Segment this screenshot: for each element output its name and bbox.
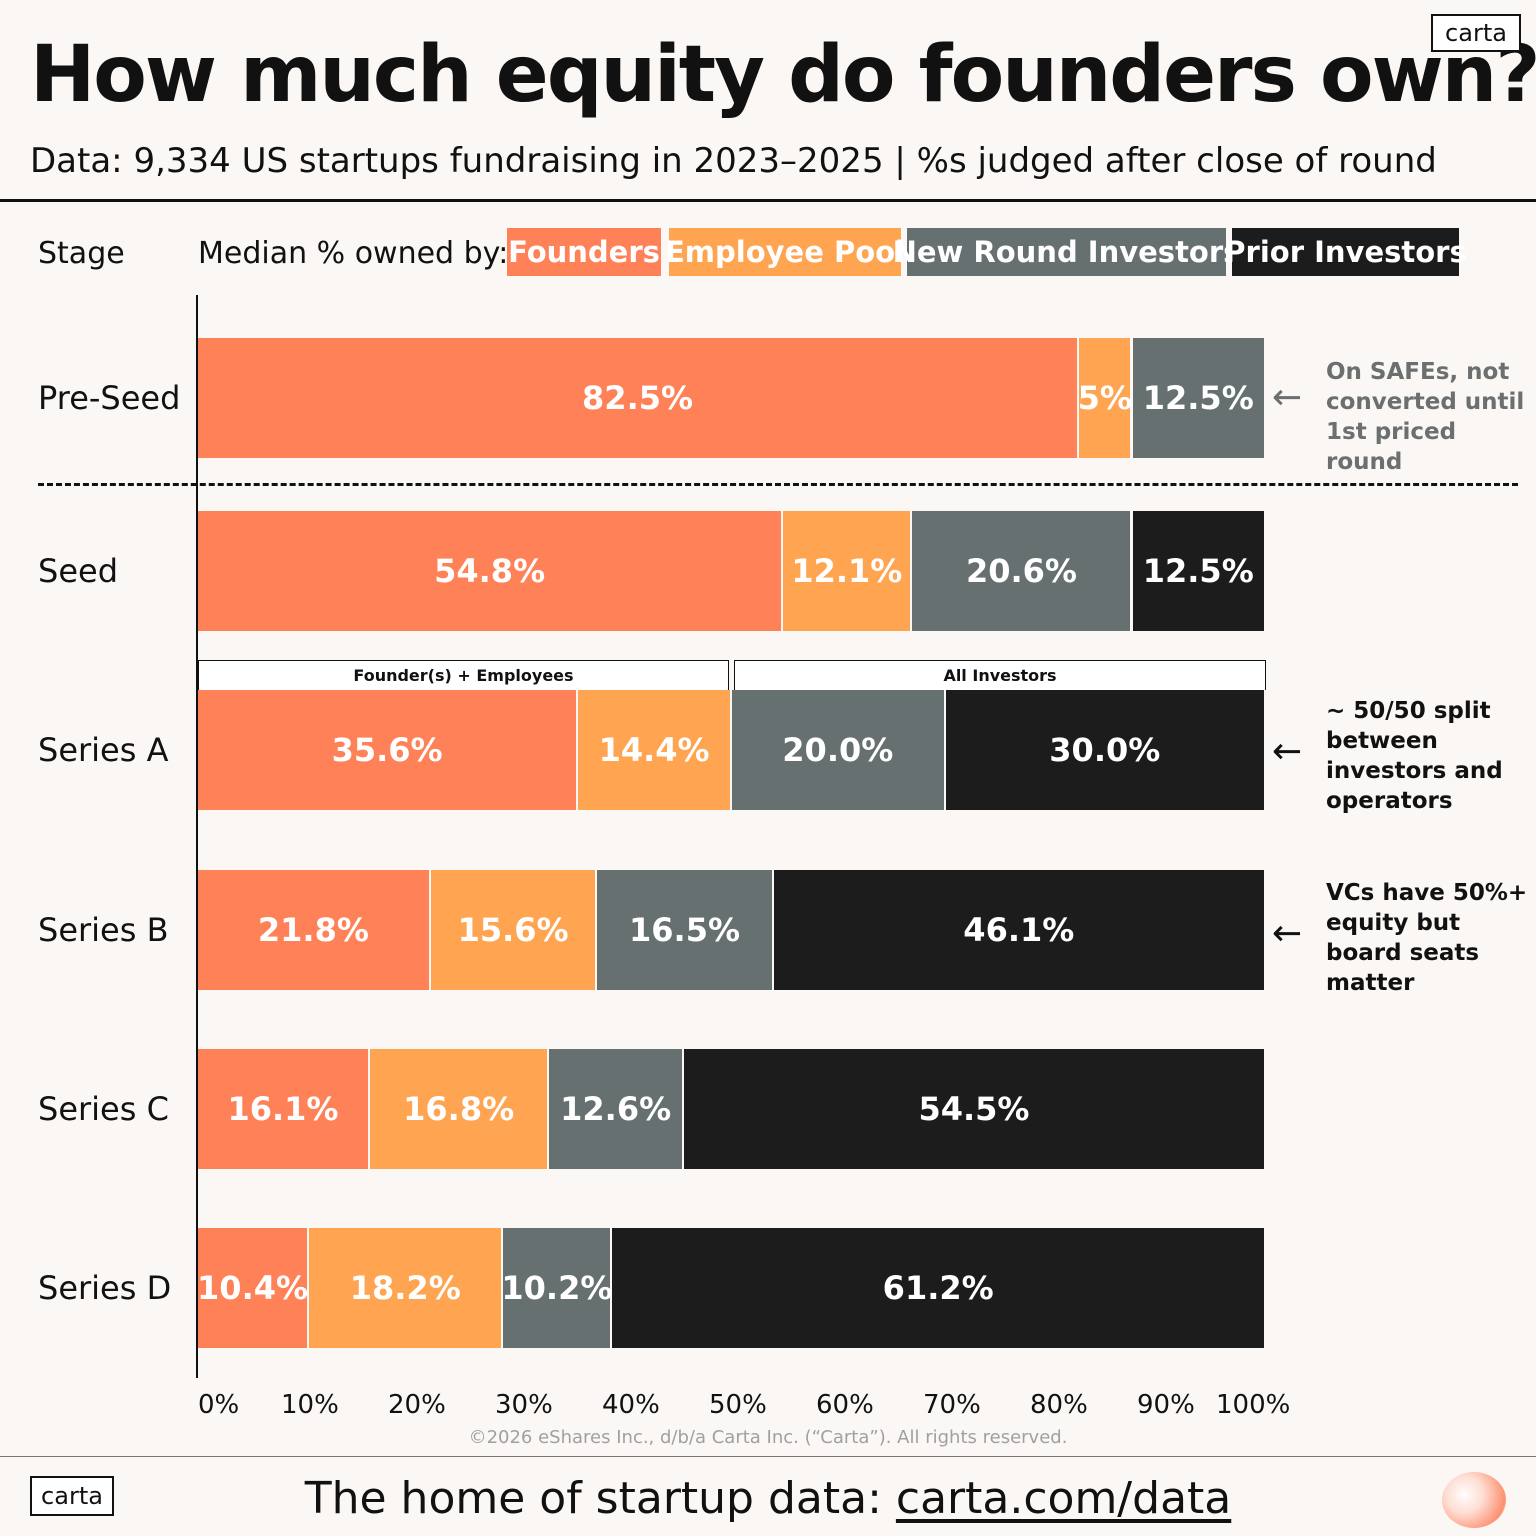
bar-segment-employee-pool: 12.1% (783, 511, 913, 631)
annotation-line: On SAFEs, not (1326, 359, 1510, 385)
copyright-notice: ©2026 eShares Inc., d/b/a Carta Inc. (“C… (468, 1427, 1068, 1448)
bar-segment-prior-investors: 30.0% (945, 690, 1266, 810)
bar-segment-founders: 21.8% (198, 870, 431, 990)
bar-segment-founders: 16.1% (198, 1049, 370, 1169)
preseed-divider (38, 483, 1518, 486)
bar-segment-new-round-investors: 10.2% (501, 1228, 612, 1348)
annotation-line: board seats (1326, 940, 1480, 966)
legend-employee-pool: Employee Pool (665, 228, 905, 276)
tagline-text: The home of startup data: (304, 1473, 896, 1524)
bracket-founders-employees: Founder(s) + Employees (198, 660, 729, 690)
bar-segment-founders: 82.5% (198, 338, 1080, 458)
annotation-line: investors and (1326, 758, 1503, 784)
chart-title: How much equity do founders own? (30, 30, 1536, 120)
annotation-line: VCs have 50%+ (1326, 880, 1528, 906)
annotation-line: between (1326, 728, 1438, 754)
bracket-all-investors: All Investors (734, 660, 1266, 690)
annotation-line: matter (1326, 970, 1415, 996)
arrow-left-icon: ← (1272, 913, 1303, 954)
bar-segment-employee-pool: 5% (1078, 338, 1133, 458)
stage-label: Series D (38, 1269, 172, 1307)
carta-swirl-icon (1442, 1472, 1506, 1528)
x-tick-label: 70% (923, 1390, 981, 1420)
carta-data-link[interactable]: carta.com/data (895, 1473, 1232, 1524)
annotation-preseed: On SAFEs, not converted until 1st priced… (1326, 357, 1536, 477)
x-tick-label: 50% (709, 1390, 767, 1420)
bar-segment-new-round-investors: 12.6% (549, 1049, 684, 1169)
bar-segment-prior-investors: 46.1% (773, 870, 1266, 990)
x-tick-label: 60% (816, 1390, 874, 1420)
bar-segment-prior-investors: 61.2% (612, 1228, 1266, 1348)
bar-segment-employee-pool: 15.6% (430, 870, 598, 990)
x-tick-label: 100% (1216, 1390, 1291, 1420)
x-tick-label: 90% (1137, 1390, 1195, 1420)
bar-segment-founders: 54.8% (198, 511, 784, 631)
x-tick-label: 80% (1030, 1390, 1088, 1420)
x-tick-label: 10% (281, 1390, 339, 1420)
annotation-line: ~ 50/50 split (1326, 698, 1491, 724)
x-tick-label: 30% (495, 1390, 553, 1420)
annotation-line: equity but (1326, 910, 1461, 936)
y-axis-line (196, 295, 198, 1378)
stage-label: Series C (38, 1090, 169, 1128)
stage-label: Seed (38, 552, 118, 590)
x-tick-label: 20% (388, 1390, 446, 1420)
bar-segment-new-round-investors: 20.0% (732, 690, 946, 810)
bar-segment-prior-investors: 12.5% (1132, 511, 1266, 631)
stage-label: Series A (38, 731, 169, 769)
header-divider (0, 199, 1536, 202)
bar-segment-founders: 10.4% (197, 1228, 310, 1348)
footer-divider (0, 1456, 1536, 1457)
chart-subtitle: Data: 9,334 US startups fundraising in 2… (30, 141, 1437, 181)
annotation-series-b: VCs have 50%+ equity but board seats mat… (1326, 878, 1527, 998)
bar-segment-prior-investors: 54.5% (683, 1049, 1266, 1169)
annotation-series-a: ~ 50/50 split between investors and oper… (1326, 696, 1503, 816)
bar-segment-employee-pool: 14.4% (578, 690, 732, 810)
legend-prior-investors: Prior Investors (1224, 228, 1467, 276)
stage-label: Series B (38, 911, 169, 949)
carta-logo: carta (1431, 14, 1521, 52)
stage-column-header: Stage (38, 236, 125, 271)
carta-logo-footer: carta (30, 1476, 114, 1516)
annotation-line: operators (1326, 788, 1453, 814)
arrow-left-icon: ← (1272, 731, 1303, 772)
arrow-left-icon: ← (1272, 377, 1303, 418)
annotation-line: 1st priced round (1326, 419, 1457, 475)
stage-label: Pre-Seed (38, 379, 181, 417)
bar-segment-new-round-investors: 20.6% (912, 511, 1133, 631)
x-tick-label: 0% (198, 1390, 240, 1420)
footer-tagline: The home of startup data: carta.com/data (0, 1473, 1536, 1525)
annotation-line: converted until (1326, 389, 1525, 415)
legend-intro: Median % owned by: (198, 236, 509, 271)
bar-segment-employee-pool: 16.8% (369, 1049, 550, 1169)
bar-segment-new-round-investors: 12.5% (1132, 338, 1266, 458)
bar-segment-new-round-investors: 16.5% (597, 870, 774, 990)
x-tick-label: 40% (602, 1390, 660, 1420)
legend-new-round-investors: New Round Investors (893, 228, 1240, 276)
legend-founders: Founders (507, 228, 661, 276)
bar-segment-employee-pool: 18.2% (309, 1228, 504, 1348)
bar-segment-founders: 35.6% (198, 690, 579, 810)
